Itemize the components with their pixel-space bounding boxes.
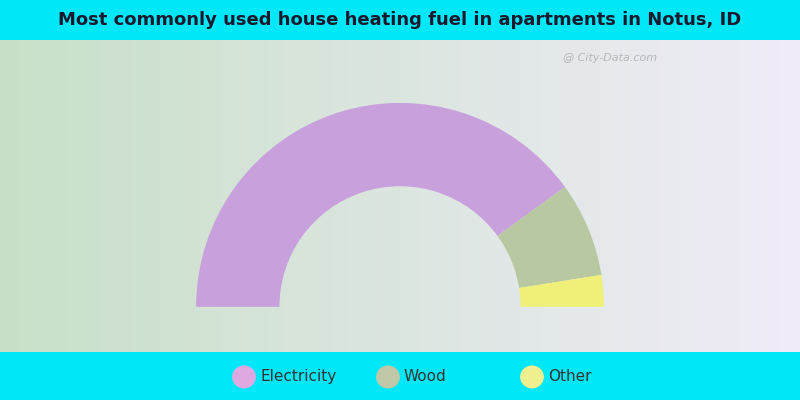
- Text: Wood: Wood: [404, 370, 446, 384]
- Ellipse shape: [377, 366, 399, 388]
- Wedge shape: [498, 187, 602, 288]
- Text: Most commonly used house heating fuel in apartments in Notus, ID: Most commonly used house heating fuel in…: [58, 11, 742, 29]
- Ellipse shape: [521, 366, 543, 388]
- Wedge shape: [519, 275, 604, 307]
- Text: Other: Other: [548, 370, 591, 384]
- Wedge shape: [196, 103, 565, 307]
- Ellipse shape: [233, 366, 255, 388]
- Text: Electricity: Electricity: [260, 370, 336, 384]
- Text: @ City-Data.com: @ City-Data.com: [563, 53, 657, 63]
